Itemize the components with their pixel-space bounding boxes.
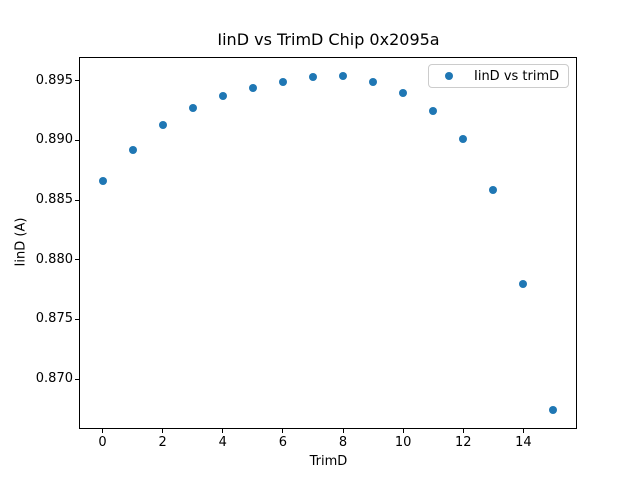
data-point: [459, 135, 468, 144]
x-tick-label: 8: [338, 435, 348, 450]
y-tick-mark: [75, 139, 79, 141]
data-point: [158, 120, 167, 129]
x-tick-mark: [342, 429, 344, 433]
data-point: [248, 83, 257, 92]
x-tick-label: 6: [278, 435, 288, 450]
data-point: [519, 279, 528, 288]
y-tick-label: 0.885: [35, 192, 73, 208]
data-point: [489, 186, 498, 195]
y-tick-mark: [75, 378, 79, 380]
data-point: [128, 145, 137, 154]
y-tick-mark: [75, 80, 79, 82]
x-tick-mark: [462, 429, 464, 433]
x-tick-mark: [162, 429, 164, 433]
x-tick-mark: [402, 429, 404, 433]
data-point: [429, 106, 438, 115]
y-axis-label: IinD (A): [13, 217, 29, 267]
data-point: [98, 176, 107, 185]
legend-marker-icon: [445, 72, 453, 80]
x-tick-mark: [522, 429, 524, 433]
data-point: [188, 104, 197, 113]
x-tick-mark: [102, 429, 104, 433]
x-tick-label: 10: [394, 435, 412, 450]
x-tick-label: 0: [98, 435, 107, 450]
x-tick-mark: [282, 429, 284, 433]
data-point: [369, 77, 378, 86]
y-tick-label: 0.880: [35, 251, 73, 267]
x-tick-mark: [222, 429, 224, 433]
data-point: [278, 77, 287, 86]
x-axis-label: TrimD: [309, 454, 348, 469]
x-tick-label: 14: [515, 435, 532, 450]
y-tick-mark: [75, 259, 79, 261]
legend-label: IinD vs trimD: [474, 68, 560, 84]
data-point: [308, 73, 317, 82]
y-tick-label: 0.870: [35, 371, 73, 387]
chart-title: IinD vs TrimD Chip 0x2095a: [217, 30, 440, 49]
y-tick-label: 0.895: [35, 72, 73, 88]
x-tick-label: 4: [218, 435, 227, 450]
y-tick-label: 0.875: [35, 311, 73, 327]
legend: IinD vs trimD: [428, 64, 569, 88]
x-tick-label: 12: [454, 435, 472, 450]
y-tick-mark: [75, 199, 79, 201]
data-point: [549, 406, 558, 415]
y-tick-label: 0.890: [35, 132, 73, 148]
y-tick-mark: [75, 318, 79, 320]
plot-area: IinD vs trimD 0 2 4 6 8 10 12 14 0.870 0.875 0.880…: [36, 57, 577, 450]
data-point: [218, 92, 227, 101]
data-point: [339, 71, 348, 80]
x-tick-label: 2: [158, 435, 167, 450]
data-point: [399, 88, 408, 97]
